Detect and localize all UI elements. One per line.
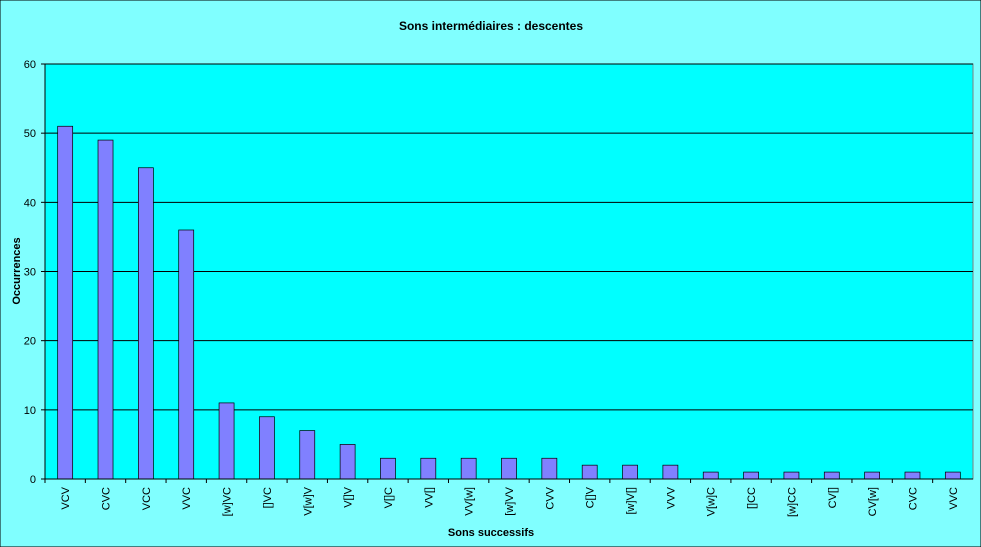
x-tick-label: []VC: [262, 487, 274, 508]
x-tick-label: VVV: [665, 486, 677, 509]
bar: [299, 430, 316, 480]
bar: [622, 464, 638, 480]
x-tick-label: V[]V: [343, 486, 355, 507]
x-tick-label: VVC: [948, 487, 960, 510]
x-tick-label: VV[]: [423, 487, 435, 508]
x-tick-label: [w]VV: [504, 486, 516, 515]
x-tick-label: V[w]C: [706, 487, 718, 516]
bar: [178, 229, 195, 480]
x-tick-label: CV[w]: [867, 487, 879, 516]
bar: [420, 457, 437, 480]
bar: [259, 416, 275, 480]
x-tick-label: VCC: [141, 487, 153, 510]
x-tick-label: CVV: [544, 486, 556, 509]
bar: [339, 444, 356, 480]
bar: [904, 471, 921, 480]
bar: [702, 471, 719, 480]
bar: [662, 464, 679, 480]
x-tick-label: CVC: [101, 487, 113, 510]
x-tick-label: []CC: [746, 487, 758, 509]
bar: [460, 457, 477, 480]
x-tick-label: [w]V[]: [625, 487, 637, 515]
y-tick-label: 10: [24, 405, 36, 417]
bar: [97, 139, 114, 480]
x-axis-label: Sons successifs: [448, 527, 534, 539]
x-tick-label: V[]C: [383, 487, 395, 508]
y-tick-label: 50: [24, 128, 36, 140]
x-tick-label: VVC: [181, 487, 193, 510]
y-tick-label: 40: [24, 197, 36, 209]
bar: [218, 402, 235, 480]
bar: [57, 125, 74, 480]
y-tick-label: 0: [30, 474, 36, 486]
chart-title: Sons intermédiaires : descentes: [399, 19, 583, 33]
bar: [380, 457, 396, 480]
y-tick-label: 30: [24, 267, 36, 279]
x-tick-label: CVC: [907, 487, 919, 510]
x-tick-label: VV[w]: [464, 487, 476, 516]
bar: [541, 457, 558, 480]
bar: [501, 457, 517, 480]
bar: [944, 471, 961, 480]
bar: [823, 471, 840, 480]
x-tick-label: V[w]V: [302, 486, 314, 515]
x-tick-label: [w]VC: [222, 487, 234, 516]
bar: [138, 167, 154, 480]
x-tick-label: [w]CC: [786, 487, 798, 517]
bar: [783, 471, 800, 480]
x-tick-label: C[]V: [585, 486, 597, 508]
bar: [864, 471, 880, 480]
x-tick-label: VCV: [60, 486, 72, 509]
x-tick-label: CV[]: [827, 487, 839, 508]
y-tick-label: 60: [24, 59, 36, 71]
bar: [581, 464, 598, 480]
bar: [743, 471, 759, 480]
y-tick-label: 20: [24, 336, 36, 348]
y-axis-label: Occurrences: [11, 237, 23, 304]
